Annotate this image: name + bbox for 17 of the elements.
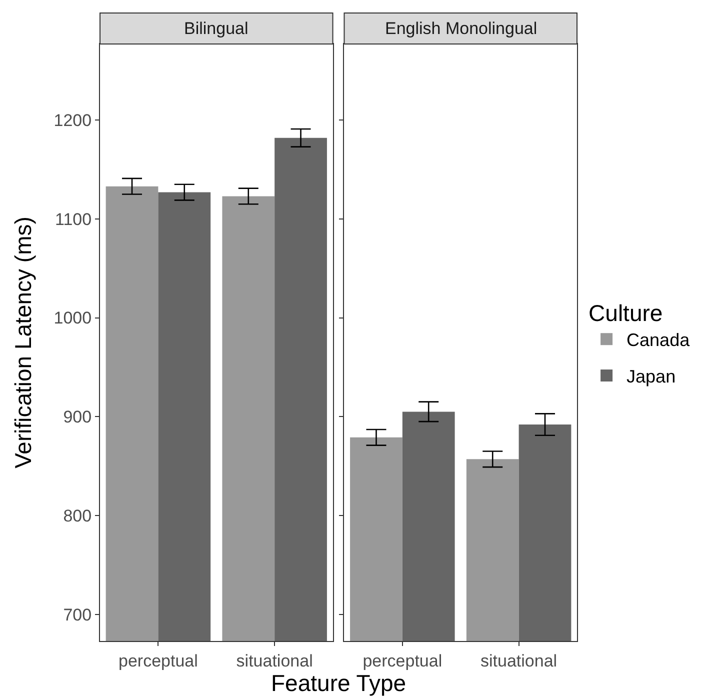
y-tick-label: 1100 <box>55 210 92 229</box>
x-axis-title: Feature Type <box>271 670 406 696</box>
y-tick-label: 800 <box>63 506 92 526</box>
y-tick-label: 700 <box>63 605 92 624</box>
x-tick-label: situational <box>236 651 313 670</box>
legend-label: Japan <box>626 366 676 387</box>
legend-label: Canada <box>626 330 691 350</box>
y-axis-title: Verification Latency (ms) <box>10 216 36 468</box>
chart-title: English Monolingual <box>385 19 538 38</box>
legend-title: Culture <box>588 300 663 326</box>
x-tick-label: perceptual <box>118 651 198 670</box>
x-tick-label: perceptual <box>362 651 442 670</box>
y-tick-label: 900 <box>63 408 92 427</box>
chart-title: Bilingual <box>184 19 248 38</box>
y-tick-label: 1200 <box>54 111 92 130</box>
y-tick-label: 1000 <box>54 308 92 328</box>
x-tick-label: situational <box>480 651 558 670</box>
